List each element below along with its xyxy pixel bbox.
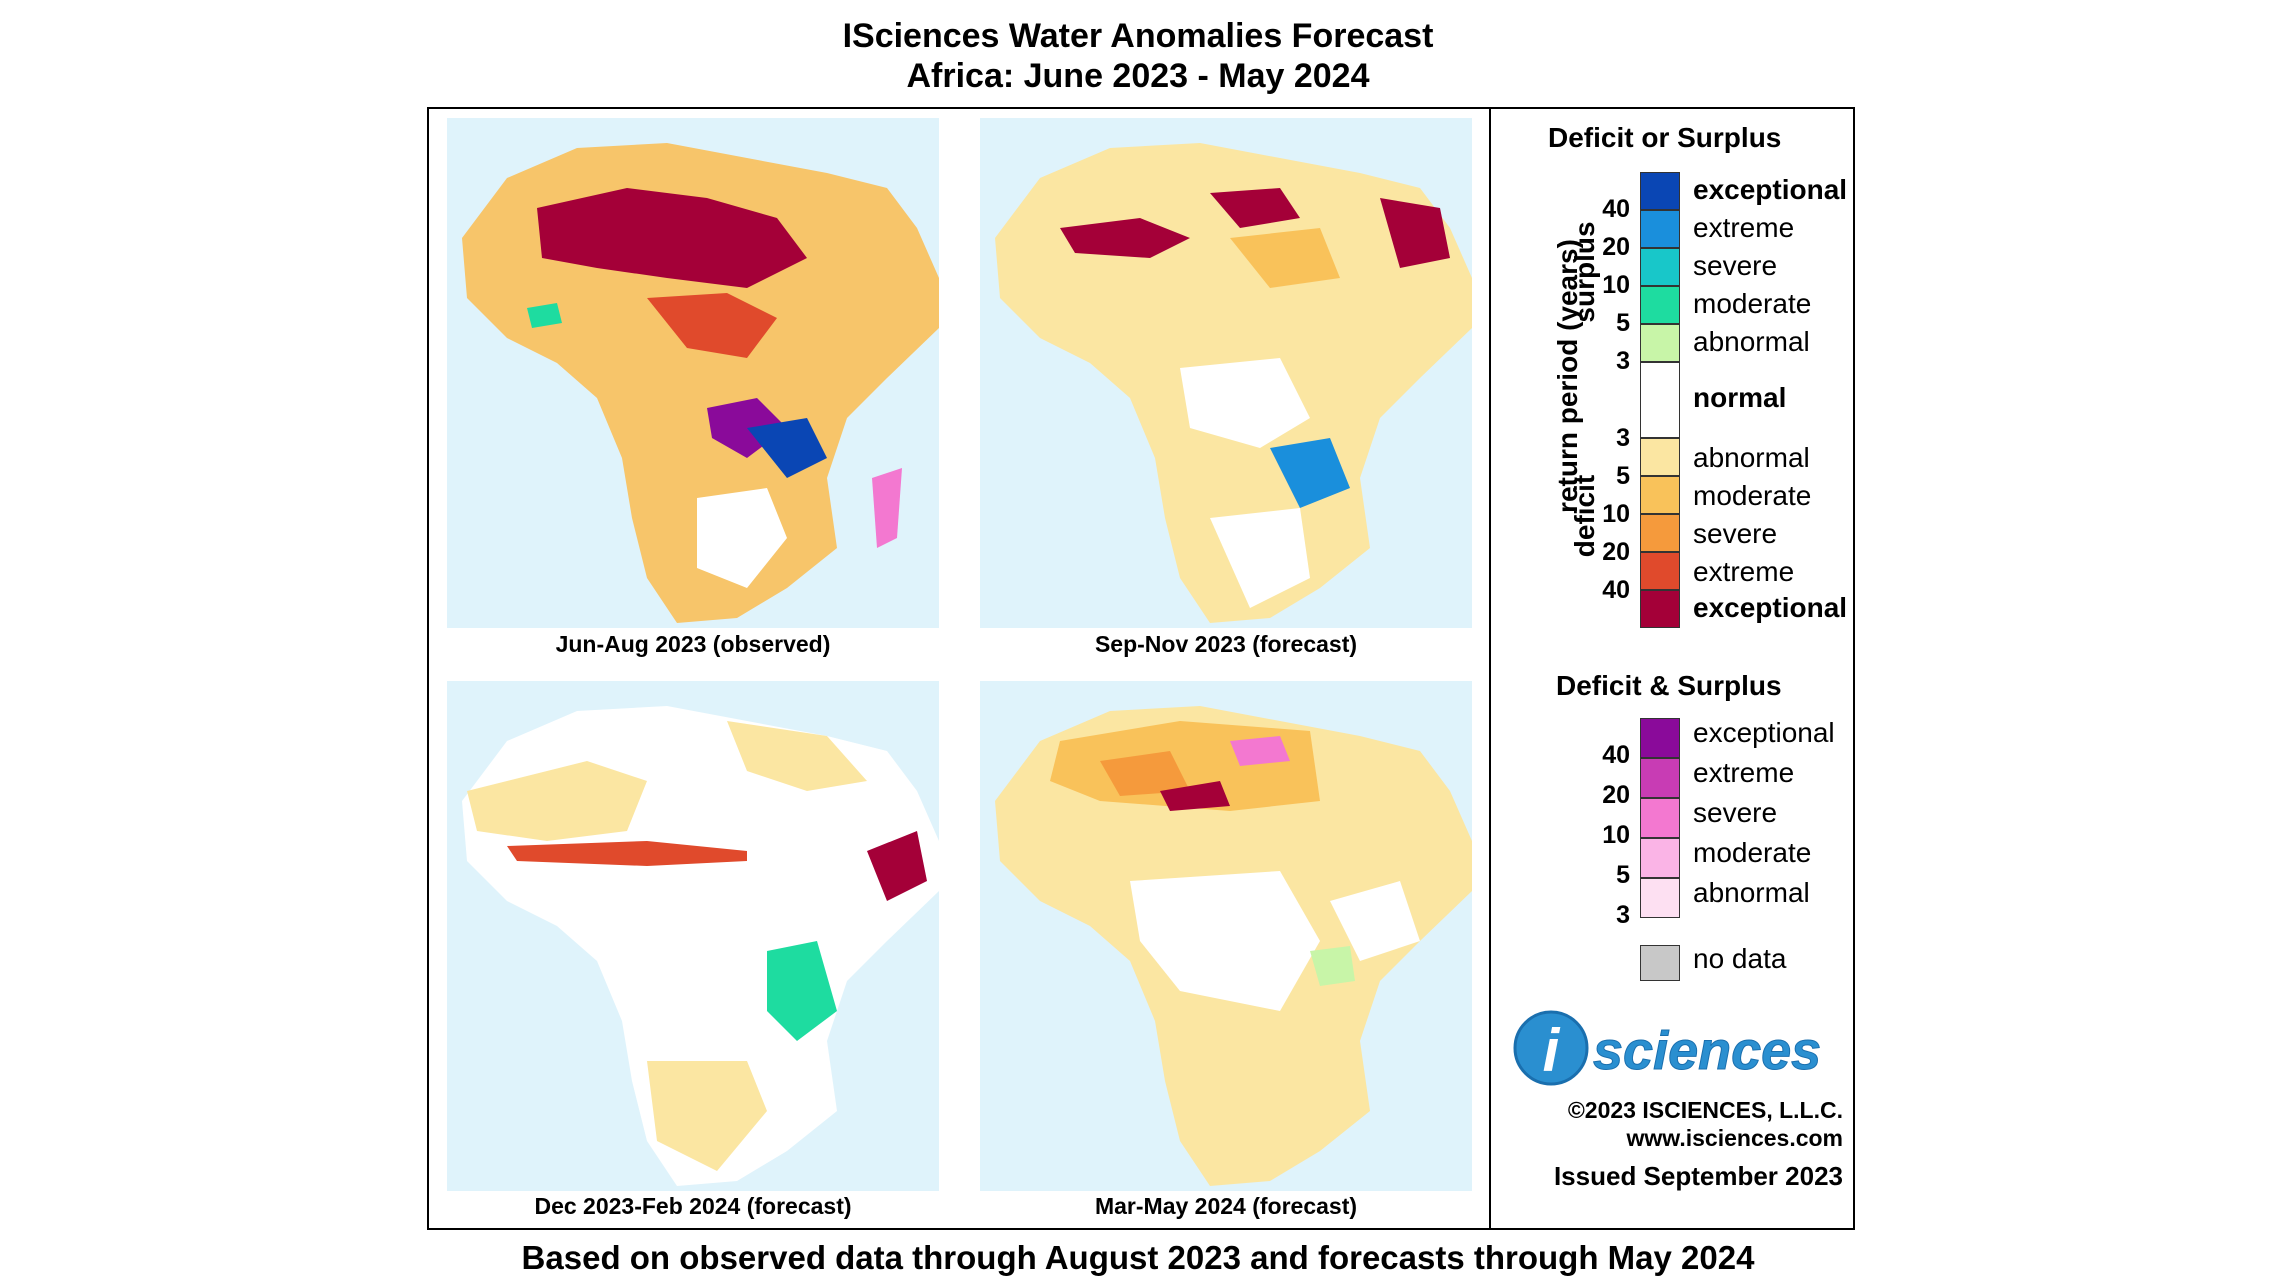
surplus-number: 20 — [1602, 233, 1630, 261]
legend-surplus-abnormal: abnormal — [1693, 326, 1810, 357]
swatch-deficit-abnormal — [1640, 438, 1680, 476]
panel-label: Sep-Nov 2023 (forecast) — [1094, 631, 1358, 657]
swatch-surplus-moderate — [1640, 286, 1680, 324]
panel-label: Jun-Aug 2023 (observed) — [555, 631, 831, 657]
swatch-surplus-extreme — [1640, 210, 1680, 248]
panel-label: Mar-May 2024 (forecast) — [1094, 1193, 1358, 1219]
swatch-surplus-exceptional — [1640, 172, 1680, 210]
legend-no-data: no data — [1693, 943, 1787, 974]
swatch-no-data — [1640, 945, 1680, 981]
africa-map-dec-feb — [462, 706, 939, 1186]
surplus-number: 40 — [1602, 195, 1630, 223]
map-subtitle: Africa: June 2023 - May 2024 — [906, 57, 1370, 95]
swatch-both-severe — [1640, 798, 1680, 838]
both-number: 10 — [1602, 821, 1630, 849]
deficit-number: 20 — [1602, 538, 1630, 566]
swatch-deficit-moderate — [1640, 476, 1680, 514]
legend-deficit-extreme: extreme — [1693, 556, 1795, 587]
both-number: 40 — [1602, 741, 1630, 769]
swatch-normal — [1640, 362, 1680, 438]
copyright: ©2023 ISCIENCES, L.L.C. — [1567, 1097, 1843, 1123]
swatch-deficit-severe — [1640, 514, 1680, 552]
legend-surplus-moderate: moderate — [1693, 288, 1812, 319]
map-panel-mar-may — [980, 681, 1472, 1191]
deficit-number: 5 — [1616, 462, 1630, 490]
legend-both-abnormal: abnormal — [1693, 877, 1810, 908]
legend-deficit-moderate: moderate — [1693, 480, 1812, 511]
swatch-both-extreme — [1640, 758, 1680, 798]
deficit-number: 40 — [1602, 576, 1630, 604]
legend-title-deficit-or-surplus: Deficit or Surplus — [1548, 122, 1782, 153]
legend-divider — [1489, 107, 1491, 1230]
legend-normal: normal — [1693, 382, 1787, 413]
legend-both-moderate: moderate — [1693, 837, 1812, 868]
swatch-deficit-exceptional — [1640, 590, 1680, 628]
panel-label: Dec 2023-Feb 2024 (forecast) — [534, 1193, 852, 1219]
legend-both-exceptional: exceptional — [1693, 717, 1835, 748]
map-title: ISciences Water Anomalies Forecast — [842, 17, 1434, 55]
surplus-number: 3 — [1616, 347, 1630, 375]
swatch-both-abnormal — [1640, 878, 1680, 918]
swatch-surplus-severe — [1640, 248, 1680, 286]
legend-surplus-extreme: extreme — [1693, 212, 1795, 243]
legend-deficit-abnormal: abnormal — [1693, 442, 1810, 473]
issued-date: Issued September 2023 — [1553, 1161, 1843, 1191]
swatch-both-moderate — [1640, 838, 1680, 878]
legend-title-deficit-and-surplus: Deficit & Surplus — [1556, 670, 1782, 701]
figure-frame — [427, 107, 1855, 1230]
swatch-surplus-abnormal — [1640, 324, 1680, 362]
legend-deficit-exceptional: exceptional — [1693, 592, 1848, 623]
both-number: 3 — [1616, 901, 1630, 929]
legend-deficit-severe: severe — [1693, 518, 1778, 549]
swatch-deficit-extreme — [1640, 552, 1680, 590]
surplus-number: 10 — [1602, 271, 1630, 299]
map-panel-jun-aug — [447, 118, 939, 628]
logo-i: i — [1543, 1017, 1561, 1084]
both-number: 5 — [1616, 861, 1630, 889]
both-number: 20 — [1602, 781, 1630, 809]
africa-map-sep-nov — [995, 143, 1472, 623]
swatch-both-exceptional — [1640, 718, 1680, 758]
map-panel-dec-feb — [447, 681, 939, 1191]
deficit-number: 10 — [1602, 500, 1630, 528]
africa-map-jun-aug — [462, 143, 939, 623]
legend-surplus-exceptional: exceptional — [1693, 174, 1848, 205]
legend-surplus-severe: severe — [1693, 250, 1778, 281]
map-panel-sep-nov — [980, 118, 1472, 628]
website: www.isciences.com — [1626, 1125, 1843, 1151]
africa-map-mar-may — [995, 706, 1472, 1186]
logo-text: sciences — [1593, 1021, 1821, 1081]
legend-both-extreme: extreme — [1693, 757, 1795, 788]
surplus-number: 5 — [1616, 309, 1630, 337]
legend-both-severe: severe — [1693, 797, 1778, 828]
deficit-number: 3 — [1616, 424, 1630, 452]
footer-note: Based on observed data through August 20… — [521, 1239, 1755, 1276]
isciences-logo: i sciences — [1513, 1005, 1853, 1091]
